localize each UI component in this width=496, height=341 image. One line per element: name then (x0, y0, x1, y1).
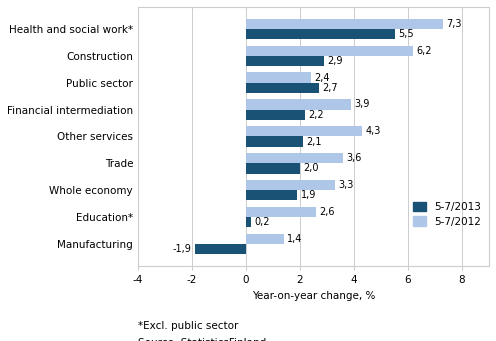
Bar (246, 234, 284, 244)
Text: Source: StatisticsFinland: Source: StatisticsFinland (138, 338, 266, 341)
Bar (194, 244, 246, 254)
Bar (246, 217, 251, 227)
Bar (246, 207, 316, 217)
Text: -1,9: -1,9 (173, 244, 191, 254)
Text: 3,3: 3,3 (338, 180, 354, 190)
Text: *Excl. public sector: *Excl. public sector (138, 321, 238, 330)
Text: 3,6: 3,6 (346, 153, 362, 163)
Text: 2,7: 2,7 (322, 83, 338, 93)
Text: 4,3: 4,3 (366, 127, 381, 136)
Bar (246, 109, 306, 120)
Bar (246, 163, 300, 174)
Bar (246, 56, 324, 66)
Bar (246, 29, 394, 39)
Bar (246, 19, 443, 29)
Text: 6,2: 6,2 (417, 46, 432, 56)
Text: 2,0: 2,0 (303, 163, 319, 174)
Text: 7,3: 7,3 (446, 19, 462, 29)
Text: 2,4: 2,4 (314, 73, 329, 83)
Legend: 5-7/2013, 5-7/2012: 5-7/2013, 5-7/2012 (410, 199, 484, 230)
X-axis label: Year-on-year change, %: Year-on-year change, % (252, 291, 375, 300)
Bar (246, 180, 335, 190)
Bar (246, 99, 351, 109)
Text: 2,6: 2,6 (319, 207, 335, 217)
Text: 2,9: 2,9 (327, 56, 343, 66)
Text: 2,2: 2,2 (309, 110, 324, 120)
Bar (246, 136, 303, 147)
Text: 0,2: 0,2 (254, 217, 270, 227)
Text: 1,4: 1,4 (287, 234, 303, 244)
Bar (246, 126, 362, 136)
Bar (246, 190, 297, 201)
Bar (246, 153, 343, 163)
Bar (246, 83, 319, 93)
Text: 1,9: 1,9 (301, 190, 316, 200)
Text: 5,5: 5,5 (398, 29, 413, 39)
Bar (246, 73, 311, 83)
Text: 3,9: 3,9 (355, 100, 370, 109)
Text: 2,1: 2,1 (306, 136, 321, 147)
Bar (246, 46, 414, 56)
